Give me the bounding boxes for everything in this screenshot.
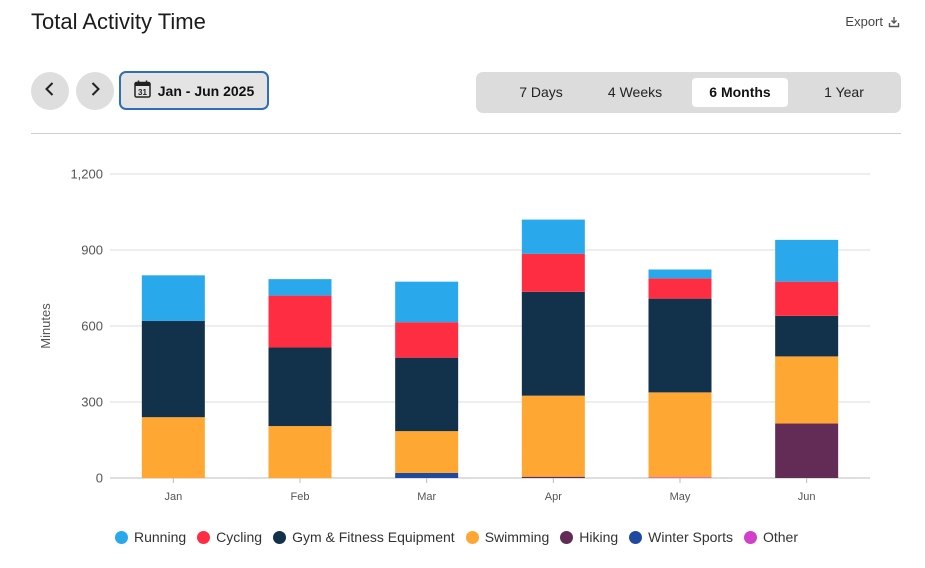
legend-label: Hiking <box>579 529 619 545</box>
legend-swatch <box>115 530 128 544</box>
export-button[interactable]: Export <box>845 14 900 29</box>
y-axis-title: Minutes <box>38 303 53 349</box>
chevron-left-icon <box>43 81 57 102</box>
legend-swatch <box>197 530 211 544</box>
bar-segment[interactable]: Running: 160 <box>395 281 459 323</box>
legend-swatch <box>743 530 757 544</box>
x-tick-label: Jun <box>798 491 816 503</box>
bar-segment[interactable]: Running: 135 <box>521 219 585 254</box>
legend-swatch <box>273 530 287 544</box>
x-tick-label: Feb <box>291 491 310 503</box>
bar-segment[interactable]: Gym & Fitness Equipment: 160 <box>775 315 839 357</box>
date-range-label: Jan - Jun 2025 <box>157 82 255 99</box>
x-tick-label: Jan <box>164 491 182 503</box>
bar-segment[interactable]: Running: 35 <box>648 269 712 279</box>
y-tick-label: 1,200 <box>70 167 103 182</box>
bar-segment[interactable]: Cycling: 80 <box>648 278 712 299</box>
y-tick-label: 600 <box>81 319 103 334</box>
range-tab-4-weeks[interactable]: 4 Weeks <box>607 84 663 100</box>
bar-segment[interactable]: Swimming: 320 <box>521 395 585 477</box>
bar-segment[interactable]: Gym & Fitness Equipment: 290 <box>395 357 459 432</box>
page-title: Total Activity Time <box>31 9 206 34</box>
legend-label: Winter Sports <box>648 529 733 545</box>
bar-segment[interactable]: Cycling: 140 <box>395 322 459 358</box>
range-tab-7-days[interactable]: 7 Days <box>519 84 563 100</box>
chevron-right-icon <box>88 81 102 102</box>
next-period-button[interactable] <box>76 72 114 110</box>
bar-segment[interactable]: Cycling: 150 <box>521 253 585 292</box>
y-tick-label: 0 <box>96 471 103 486</box>
bar-segment[interactable]: Winter Sports: 20 <box>395 472 459 478</box>
bar-segment[interactable]: Swimming: 205 <box>268 426 332 478</box>
export-label: Export <box>845 14 883 29</box>
calendar-icon: 31 <box>134 80 151 101</box>
bar-segment[interactable]: Hiking: 215 <box>775 423 839 478</box>
bar-segment[interactable]: Hiking: 5 <box>521 476 585 478</box>
range-tab-6-months[interactable]: 6 Months <box>692 78 788 107</box>
legend-label: Gym & Fitness Equipment <box>292 529 455 545</box>
bar-segment[interactable]: Swimming: 165 <box>395 431 459 473</box>
time-range-selector: 7 Days 4 Weeks 6 Months 1 Year <box>476 72 901 113</box>
range-tab-1-year[interactable]: 1 Year <box>824 84 864 100</box>
bar-segment[interactable]: Running: 180 <box>141 275 205 321</box>
bar-segment[interactable]: Other: 3 <box>648 477 712 478</box>
legend-label: Cycling <box>216 529 263 545</box>
bar-segment[interactable]: Swimming: 240 <box>141 417 205 478</box>
legend-item-cycling[interactable]: Cycling <box>197 529 262 545</box>
bar-segment[interactable]: Swimming: 335 <box>648 392 712 478</box>
x-tick-label: Mar <box>417 491 436 503</box>
legend-swatch <box>560 530 574 544</box>
legend-label: Other <box>762 529 798 545</box>
bar-segment[interactable]: Gym & Fitness Equipment: 310 <box>268 347 332 427</box>
chart-legend: Running Cycling Gym & Fitness Equipment … <box>115 529 809 545</box>
previous-period-button[interactable] <box>31 72 69 110</box>
date-range-button[interactable]: 31 Jan - Jun 2025 <box>119 71 269 110</box>
y-tick-label: 900 <box>81 243 103 258</box>
bar-segment[interactable]: Gym & Fitness Equipment: 370 <box>648 298 712 393</box>
calendar-day: 31 <box>138 88 147 97</box>
legend-swatch <box>629 530 643 544</box>
y-tick-label: 300 <box>81 395 103 410</box>
export-icon <box>888 16 900 28</box>
bar-segment[interactable]: Gym & Fitness Equipment: 410 <box>521 291 585 396</box>
legend-item-gym-fitness[interactable]: Gym & Fitness Equipment <box>273 529 455 545</box>
legend-item-hiking[interactable]: Hiking <box>560 529 618 545</box>
bar-segment[interactable]: Running: 165 <box>775 239 839 282</box>
legend-item-other[interactable]: Other <box>743 529 798 545</box>
bar-segment[interactable]: Swimming: 265 <box>775 356 839 424</box>
bar-segment[interactable]: Running: 65 <box>268 279 332 296</box>
bar-segment[interactable]: Cycling: 135 <box>775 281 839 316</box>
x-tick-label: Apr <box>545 491 562 503</box>
legend-label: Running <box>134 529 187 545</box>
legend-item-running[interactable]: Running <box>115 529 186 545</box>
header-divider <box>31 133 901 134</box>
legend-item-winter-sports[interactable]: Winter Sports <box>629 529 733 545</box>
legend-item-swimming[interactable]: Swimming <box>465 529 550 545</box>
legend-label: Swimming <box>484 529 550 545</box>
x-tick-label: May <box>670 491 691 503</box>
bar-segment[interactable]: Cycling: 205 <box>268 295 332 348</box>
bar-segment[interactable]: Gym & Fitness Equipment: 380 <box>141 320 205 418</box>
legend-swatch <box>465 530 479 544</box>
